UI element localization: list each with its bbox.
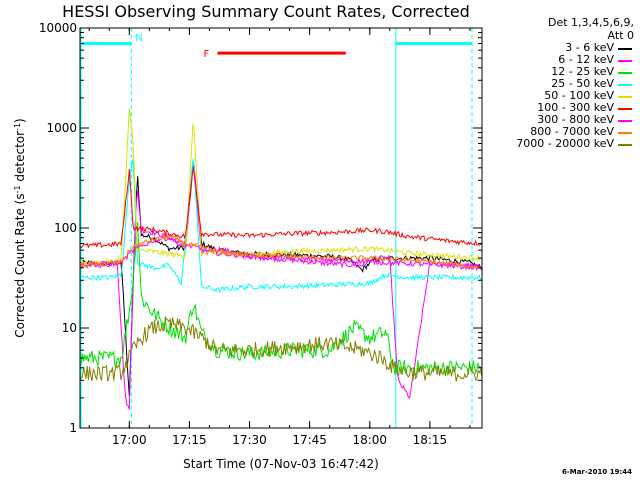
flare-label: F bbox=[203, 49, 209, 60]
series-line-8 bbox=[80, 233, 482, 271]
series-line-7 bbox=[80, 235, 482, 272]
legend-swatch bbox=[618, 132, 632, 134]
series-layer bbox=[80, 108, 482, 410]
x-tick-label: 17:15 bbox=[172, 433, 207, 447]
legend-swatch bbox=[618, 72, 632, 74]
legend-swatch bbox=[618, 120, 632, 122]
series-line-4 bbox=[80, 158, 482, 294]
legend-swatch bbox=[618, 48, 632, 50]
series-line-2 bbox=[80, 160, 482, 410]
series-line-9 bbox=[80, 315, 482, 382]
y-tick-label: 1000 bbox=[46, 121, 77, 135]
legend-swatch bbox=[618, 96, 632, 98]
legend-label: 12 - 25 keV bbox=[551, 65, 614, 78]
legend-label: 100 - 300 keV bbox=[537, 101, 614, 114]
y-tick-label: 100 bbox=[54, 221, 77, 235]
legend-label: 50 - 100 keV bbox=[544, 89, 614, 102]
legend-swatch bbox=[618, 108, 632, 110]
legend-label: 300 - 800 keV bbox=[537, 113, 614, 126]
x-tick-label: 17:45 bbox=[292, 433, 327, 447]
legend-item: 12 - 25 keV bbox=[484, 66, 634, 78]
legend-item: 300 - 800 keV bbox=[484, 114, 634, 126]
series-line-3 bbox=[80, 222, 482, 377]
y-axis-label: Corrected Count Rate (s-1 detector-1) bbox=[13, 118, 28, 337]
legend-swatch bbox=[618, 60, 632, 62]
legend-swatch bbox=[618, 84, 632, 86]
legend-label: 800 - 7000 keV bbox=[530, 125, 614, 138]
legend-label: 25 - 50 keV bbox=[551, 77, 614, 90]
x-tick-label: 17:30 bbox=[232, 433, 267, 447]
y-axis: 1 10 100 1000 10000 bbox=[39, 21, 482, 435]
legend-label: 3 - 6 keV bbox=[565, 41, 614, 54]
legend-item: 50 - 100 keV bbox=[484, 90, 634, 102]
y-tick-label: 1 bbox=[69, 421, 77, 435]
series-line-6 bbox=[80, 168, 482, 249]
night-label: N bbox=[135, 33, 142, 44]
legend-title: Det 1,3,4,5,6,9, Att 0 bbox=[548, 16, 634, 42]
legend-item: 800 - 7000 keV bbox=[484, 126, 634, 138]
x-axis-label: Start Time (07-Nov-03 16:47:42) bbox=[183, 457, 379, 471]
x-tick-label: 17:00 bbox=[112, 433, 147, 447]
x-tick-label: 18:15 bbox=[413, 433, 448, 447]
legend-swatch bbox=[618, 144, 632, 146]
legend-item: 6 - 12 keV bbox=[484, 54, 634, 66]
legend-title-line-1: Det 1,3,4,5,6,9, bbox=[547, 16, 634, 29]
legend-title-line-2: Att 0 bbox=[607, 29, 634, 42]
x-axis: 17:00 17:15 17:30 17:45 18:00 18:15 bbox=[88, 28, 471, 447]
legend-label: 6 - 12 keV bbox=[558, 53, 614, 66]
legend-item: 7000 - 20000 keV bbox=[484, 138, 634, 150]
legend-item: 25 - 50 keV bbox=[484, 78, 634, 90]
timestamp-footer: 6-Mar-2010 19:44 bbox=[561, 468, 632, 476]
series-line-5 bbox=[80, 108, 482, 267]
x-tick-label: 18:00 bbox=[352, 433, 387, 447]
chart-title: HESSI Observing Summary Count Rates, Cor… bbox=[62, 2, 470, 21]
legend-item: 3 - 6 keV bbox=[484, 42, 634, 54]
y-tick-label: 10 bbox=[62, 321, 77, 335]
legend-item: 100 - 300 keV bbox=[484, 102, 634, 114]
legend-label: 7000 - 20000 keV bbox=[516, 137, 614, 150]
y-tick-label: 10000 bbox=[39, 21, 77, 35]
